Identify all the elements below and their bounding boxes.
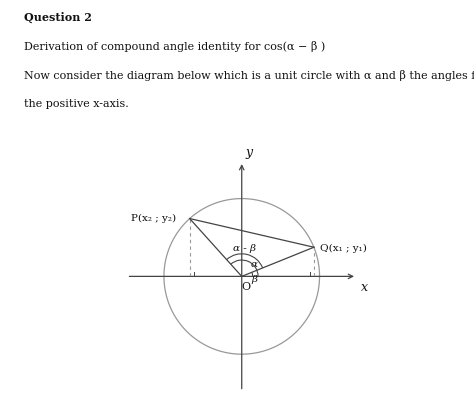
Text: Q(x₁ ; y₁): Q(x₁ ; y₁) (320, 243, 367, 252)
Text: P(x₂ ; y₂): P(x₂ ; y₂) (130, 214, 176, 223)
Text: y: y (246, 146, 253, 159)
Text: α: α (251, 260, 258, 269)
Text: α - β: α - β (233, 243, 256, 252)
Text: Now consider the diagram below which is a unit circle with α and β the angles fo: Now consider the diagram below which is … (24, 70, 474, 81)
Text: the positive x-axis.: the positive x-axis. (24, 99, 128, 109)
Text: Derivation of compound angle identity for cos(α − β ): Derivation of compound angle identity fo… (24, 41, 325, 52)
Text: β: β (252, 274, 258, 284)
Text: Question 2: Question 2 (24, 12, 91, 23)
Text: x: x (361, 281, 368, 294)
Text: O: O (242, 282, 251, 292)
